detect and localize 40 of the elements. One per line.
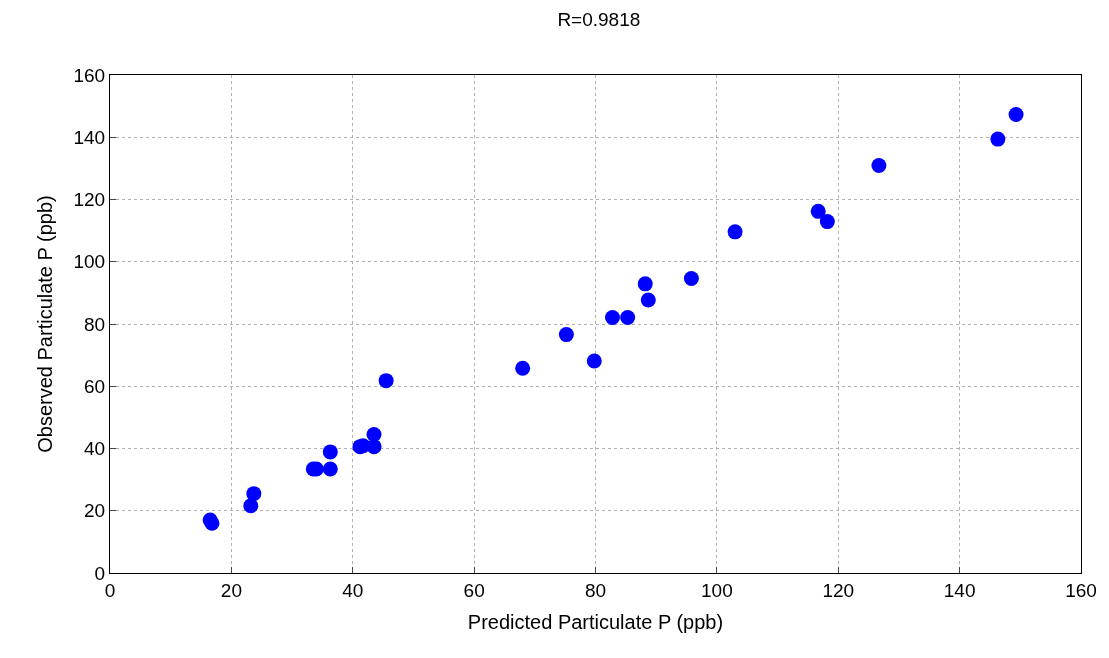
x-tick-label: 40 — [342, 579, 364, 601]
point — [819, 214, 835, 230]
x-tick-label: 20 — [220, 579, 242, 601]
point — [515, 360, 531, 376]
point — [810, 203, 826, 219]
y-tick-label: 40 — [84, 438, 106, 460]
x-axis-title: Predicted Particulate P (ppb) — [467, 611, 724, 634]
y-tick-label: 160 — [73, 64, 106, 86]
x-tick-label: 160 — [1065, 579, 1097, 601]
point — [640, 292, 656, 308]
y-tick-label: 120 — [73, 189, 106, 211]
point — [871, 158, 887, 174]
point — [366, 439, 382, 455]
y-tick-label: 0 — [94, 562, 106, 584]
y-tick-label: 80 — [84, 313, 106, 335]
y-tick-label: 140 — [73, 126, 106, 148]
x-tick-label: 60 — [463, 579, 485, 601]
x-tick-label: 140 — [943, 579, 976, 601]
y-tick-label: 60 — [84, 375, 106, 397]
chart-title: R=0.9818 — [557, 9, 641, 31]
point — [558, 327, 574, 343]
point — [683, 271, 699, 287]
point — [990, 131, 1006, 147]
point — [322, 444, 338, 460]
x-tick-label: 80 — [584, 579, 607, 601]
point — [243, 498, 259, 514]
point — [727, 224, 743, 240]
point — [620, 309, 636, 325]
y-tick-label: 20 — [84, 500, 106, 522]
point — [1008, 107, 1024, 123]
point — [378, 373, 394, 389]
x-tick-label: 120 — [822, 579, 855, 601]
y-axis-title: Observed Particulate P (ppb) — [34, 195, 56, 453]
point — [322, 461, 338, 477]
point — [246, 486, 262, 502]
point — [605, 309, 620, 325]
point — [586, 353, 602, 369]
y-tick-label: 100 — [73, 251, 106, 273]
x-tick-label: 100 — [701, 579, 733, 601]
point — [637, 276, 653, 292]
